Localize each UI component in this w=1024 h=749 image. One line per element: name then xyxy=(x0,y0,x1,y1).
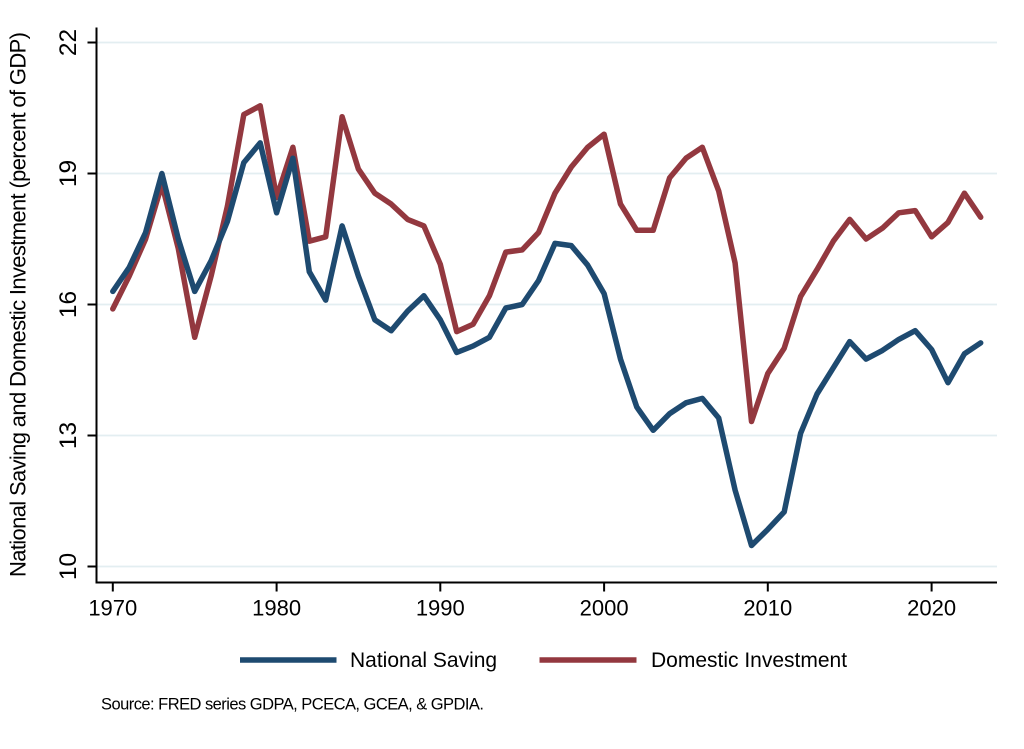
svg-text:2000: 2000 xyxy=(580,596,629,621)
svg-text:1980: 1980 xyxy=(252,596,301,621)
svg-text:2010: 2010 xyxy=(743,596,792,621)
svg-text:National Saving and Domestic I: National Saving and Domestic Investment … xyxy=(6,32,31,577)
svg-text:2020: 2020 xyxy=(907,596,956,621)
svg-text:22: 22 xyxy=(55,29,82,56)
svg-text:1970: 1970 xyxy=(88,596,137,621)
svg-text:13: 13 xyxy=(55,422,82,449)
svg-text:16: 16 xyxy=(55,291,82,318)
svg-text:10: 10 xyxy=(55,553,82,580)
svg-text:Source: FRED series GDPA, PCEC: Source: FRED series GDPA, PCECA, GCEA, &… xyxy=(101,696,484,714)
svg-text:19: 19 xyxy=(55,160,82,187)
svg-text:National Saving: National Saving xyxy=(350,649,497,672)
svg-text:1990: 1990 xyxy=(416,596,465,621)
svg-text:Domestic Investment: Domestic Investment xyxy=(651,649,847,672)
